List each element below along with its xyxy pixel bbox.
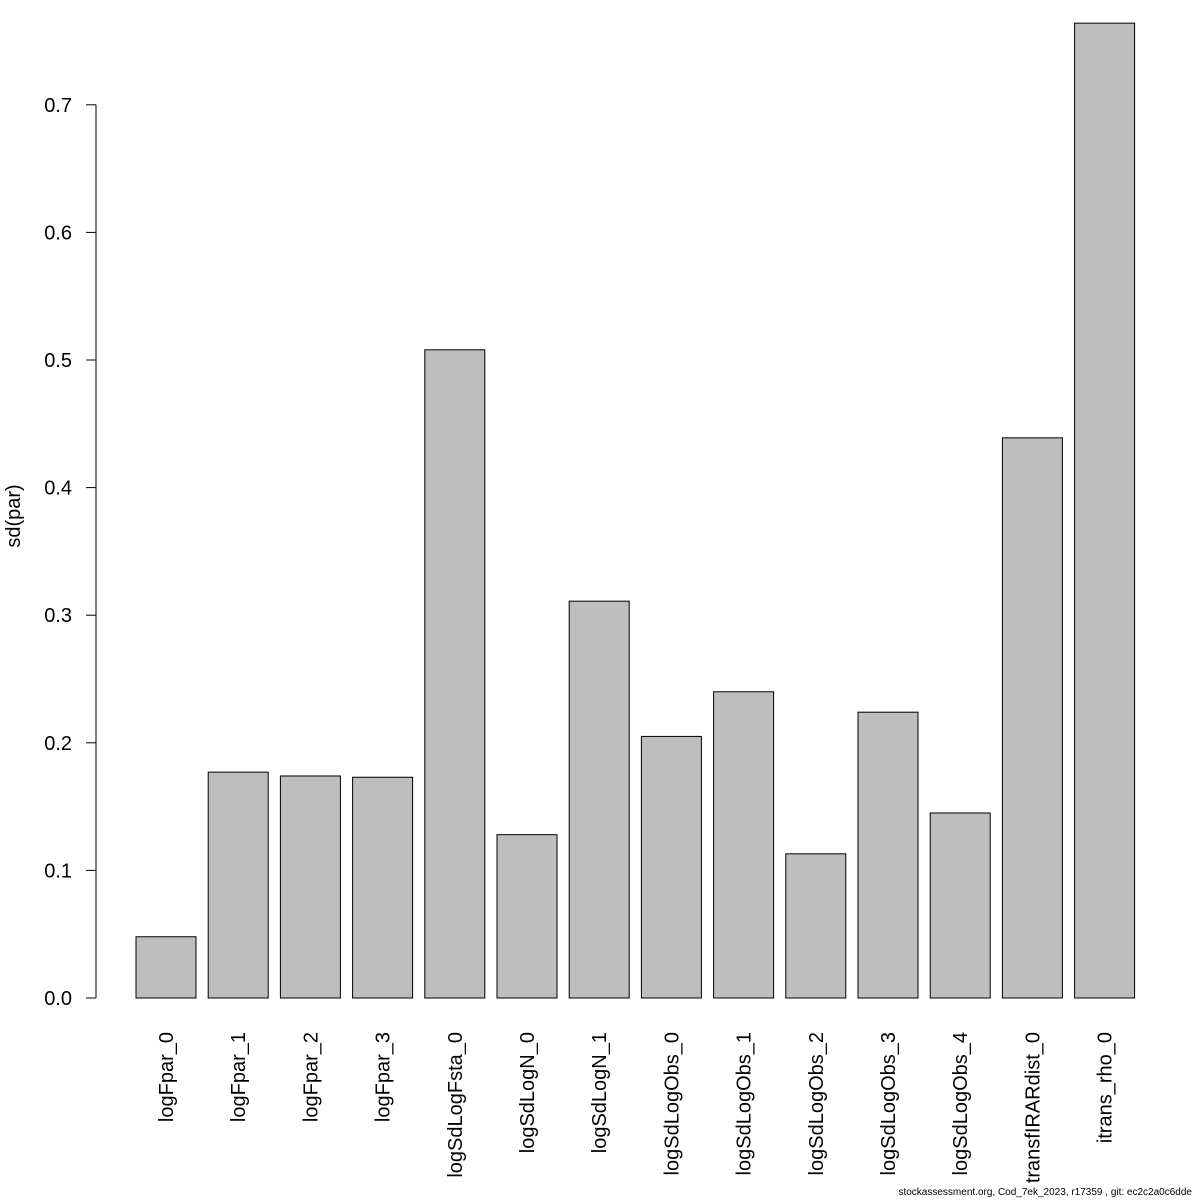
y-tick-label: 0.6 [44, 222, 72, 244]
y-tick-label: 0.3 [44, 605, 72, 627]
x-category-label: itrans_rho_0 [1095, 1032, 1117, 1143]
bar-itrans_rho_0 [1074, 22, 1136, 999]
bars [135, 22, 1136, 999]
y-tick-label: 0.5 [44, 350, 72, 372]
y-tick-label: 0.2 [44, 733, 72, 755]
category-labels: logFpar_0 logFpar_1 logFpar_2 logFpar_3 logS… [156, 1032, 1117, 1183]
x-category-label: logFpar_2 [300, 1032, 322, 1122]
x-category-label: logSdLogObs_4 [950, 1032, 972, 1175]
y-tick-label: 0.0 [44, 988, 72, 1010]
x-category-label: logSdLogN_1 [589, 1032, 611, 1153]
x-category-label: logFpar_3 [373, 1032, 395, 1122]
y-ticks: 0.0 0.1 0.2 0.3 0.4 0.5 0.6 0.7 [44, 95, 96, 1010]
bar-logSdLogN_1 [568, 600, 630, 999]
x-category-label: logSdLogN_0 [517, 1032, 539, 1153]
footer-caption: stockassessment.org, Cod_7ek_2023, r1735… [898, 1187, 1192, 1198]
bar-logSdLogObs_2 [785, 853, 847, 999]
bar-logFpar_2 [279, 775, 341, 999]
y-axis-title: sd(par) [3, 484, 25, 547]
bar-logSdLogN_0 [496, 834, 558, 999]
y-tick-label: 0.7 [44, 95, 72, 117]
x-category-label: logSdLogObs_0 [661, 1032, 683, 1175]
bar-logSdLogObs_3 [857, 711, 919, 999]
y-tick-label: 0.4 [44, 478, 72, 500]
x-category-label: logSdLogFsta_0 [445, 1032, 467, 1178]
bar-logSdLogObs_1 [713, 691, 775, 999]
bar-logSdLogFsta_0 [424, 349, 486, 999]
bar-logFpar_3 [352, 776, 414, 999]
bar-logSdLogObs_4 [929, 812, 991, 999]
x-category-label: logSdLogObs_2 [806, 1032, 828, 1175]
x-category-label: logFpar_1 [228, 1032, 250, 1122]
x-category-label: logFpar_0 [156, 1032, 178, 1122]
bar-logSdLogObs_0 [640, 735, 702, 999]
x-category-label: logSdLogObs_1 [734, 1032, 756, 1175]
bar-transfIRARdist_0 [1001, 437, 1063, 999]
bar-logFpar_0 [135, 936, 197, 999]
x-category-label: logSdLogObs_3 [878, 1032, 900, 1175]
y-tick-label: 0.1 [44, 860, 72, 882]
bar-logFpar_1 [207, 771, 269, 999]
x-category-label: transfIRARdist_0 [1022, 1032, 1044, 1183]
